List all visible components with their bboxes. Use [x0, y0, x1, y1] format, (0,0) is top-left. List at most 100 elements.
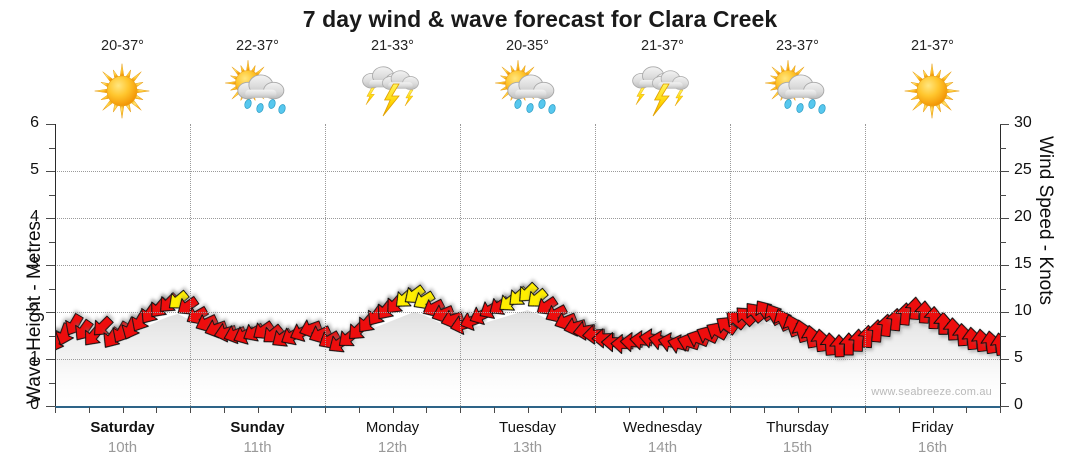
wind-arrows-layer [45, 124, 1010, 406]
x-axis-tick [156, 407, 158, 413]
y-axis-left-minor-tick [49, 335, 55, 337]
y-axis-right-tick-label: 20 [1014, 208, 1032, 225]
x-axis-tick [88, 407, 90, 413]
y-axis-left-minor-tick [49, 382, 55, 384]
day-temperature-range: 21-33° [371, 38, 414, 54]
y-axis-right-tick-label: 10 [1014, 302, 1032, 319]
day-date: 10th [107, 439, 138, 456]
day-footer-band: Saturday 10th Sunday 11th Monday 12th Tuesd… [55, 418, 1000, 470]
x-axis-tick [898, 407, 900, 413]
x-axis-tick [595, 407, 596, 413]
y-axis-right-minor-tick [1000, 241, 1006, 243]
day-name: Tuesday [499, 419, 556, 436]
y-axis-left [55, 124, 56, 406]
y-axis-left-tick-label: 0 [30, 396, 39, 413]
y-axis-right-tick-label: 0 [1014, 396, 1023, 413]
y-axis-left-tick [46, 265, 55, 266]
x-axis-tick [831, 407, 833, 413]
y-axis-right-tick-label: 5 [1014, 349, 1023, 366]
y-axis-left-tick [46, 124, 55, 125]
y-axis-right-minor-tick [1000, 194, 1006, 196]
sunny-icon [55, 58, 190, 124]
day-date: 12th [377, 439, 408, 456]
y-axis-right-tick [1000, 406, 1009, 407]
page-title: 7 day wind & wave forecast for Clara Cre… [302, 6, 778, 32]
y-axis-left-tick-label: 2 [30, 302, 39, 319]
day-name: Wednesday [623, 419, 702, 436]
x-axis-tick [460, 407, 461, 413]
y-axis-right-tick [1000, 359, 1009, 360]
day-footer-monday: Monday 12th [325, 418, 460, 470]
day-footer-thursday: Thursday 15th [730, 418, 865, 470]
day-name: Saturday [90, 419, 155, 436]
sun-rain-icon [460, 58, 595, 124]
x-axis-tick [223, 407, 225, 413]
x-axis-tick [763, 407, 765, 413]
x-axis-tick [358, 407, 360, 413]
y-axis-left-tick-label: 3 [30, 255, 39, 272]
day-temperature-range: 20-35° [506, 38, 549, 54]
y-axis-left-minor-tick [49, 147, 55, 149]
y-axis-right-tick [1000, 171, 1009, 172]
x-axis-tick [1000, 407, 1001, 413]
day-header-thursday: 23-37° [730, 36, 865, 124]
y-axis-left-tick [46, 312, 55, 313]
gridline-day-separator [460, 124, 461, 406]
gridline-day-separator [730, 124, 731, 406]
sun-rain-icon [190, 58, 325, 124]
day-date: 11th [243, 439, 272, 456]
x-axis-tick [55, 407, 56, 413]
thunderstorm-icon [325, 58, 460, 124]
day-header-sunday: 22-37° [190, 36, 325, 124]
gridline-horizontal [55, 312, 1000, 313]
day-name: Monday [365, 419, 420, 436]
x-axis-tick [628, 407, 630, 413]
y-axis-left-tick [46, 171, 55, 172]
day-footer-friday: Friday 16th [865, 418, 1000, 470]
day-date: 14th [647, 439, 678, 456]
gridline-horizontal [55, 171, 1000, 172]
x-axis-tick [696, 407, 698, 413]
y-axis-right-tick [1000, 312, 1009, 313]
day-name: Sunday [230, 419, 285, 436]
gridline-horizontal [55, 218, 1000, 219]
y-axis-right-minor-tick [1000, 147, 1006, 149]
day-header-wednesday: 21-37° [595, 36, 730, 124]
day-temperature-range: 20-37° [101, 38, 144, 54]
day-temperature-range: 21-37° [911, 38, 954, 54]
sunny-icon [865, 58, 1000, 124]
y-axis-right-tick [1000, 265, 1009, 266]
day-temperature-range: 21-37° [641, 38, 684, 54]
day-date: 15th [782, 439, 813, 456]
x-axis-tick [392, 407, 394, 413]
day-date: 13th [512, 439, 543, 456]
day-footer-tuesday: Tuesday 13th [460, 418, 595, 470]
y-axis-left-minor-tick [49, 288, 55, 290]
watermark: www.seabreeze.com.au [871, 386, 992, 398]
wave-height-area [55, 124, 1000, 406]
y-axis-left-minor-tick [49, 194, 55, 196]
y-axis-right-tick-label: 15 [1014, 255, 1032, 272]
x-axis-tick [730, 407, 731, 413]
y-axis-left-tick [46, 359, 55, 360]
y-axis-right-tick [1000, 124, 1009, 125]
x-axis-tick [257, 407, 259, 413]
y-axis-right-tick-label: 30 [1014, 114, 1032, 131]
day-date: 16th [917, 439, 948, 456]
y-axis-left-tick-label: 6 [30, 114, 39, 131]
gridline-day-separator [865, 124, 866, 406]
day-footer-saturday: Saturday 10th [55, 418, 190, 470]
day-header-tuesday: 20-35° [460, 36, 595, 124]
y-axis-left-minor-tick [49, 241, 55, 243]
y-axis-right-tick-label: 25 [1014, 161, 1032, 178]
y-axis-left-tick [46, 406, 55, 407]
gridline-day-separator [325, 124, 326, 406]
gridline-day-separator [190, 124, 191, 406]
y-axis-left-title: Wave Height - Metres [24, 220, 45, 404]
day-header-friday: 21-37° [865, 36, 1000, 124]
x-axis-tick [527, 407, 529, 413]
gridline-horizontal [55, 265, 1000, 266]
x-axis-tick [966, 407, 968, 413]
day-temperature-range: 23-37° [776, 38, 819, 54]
gridline-horizontal [55, 359, 1000, 360]
